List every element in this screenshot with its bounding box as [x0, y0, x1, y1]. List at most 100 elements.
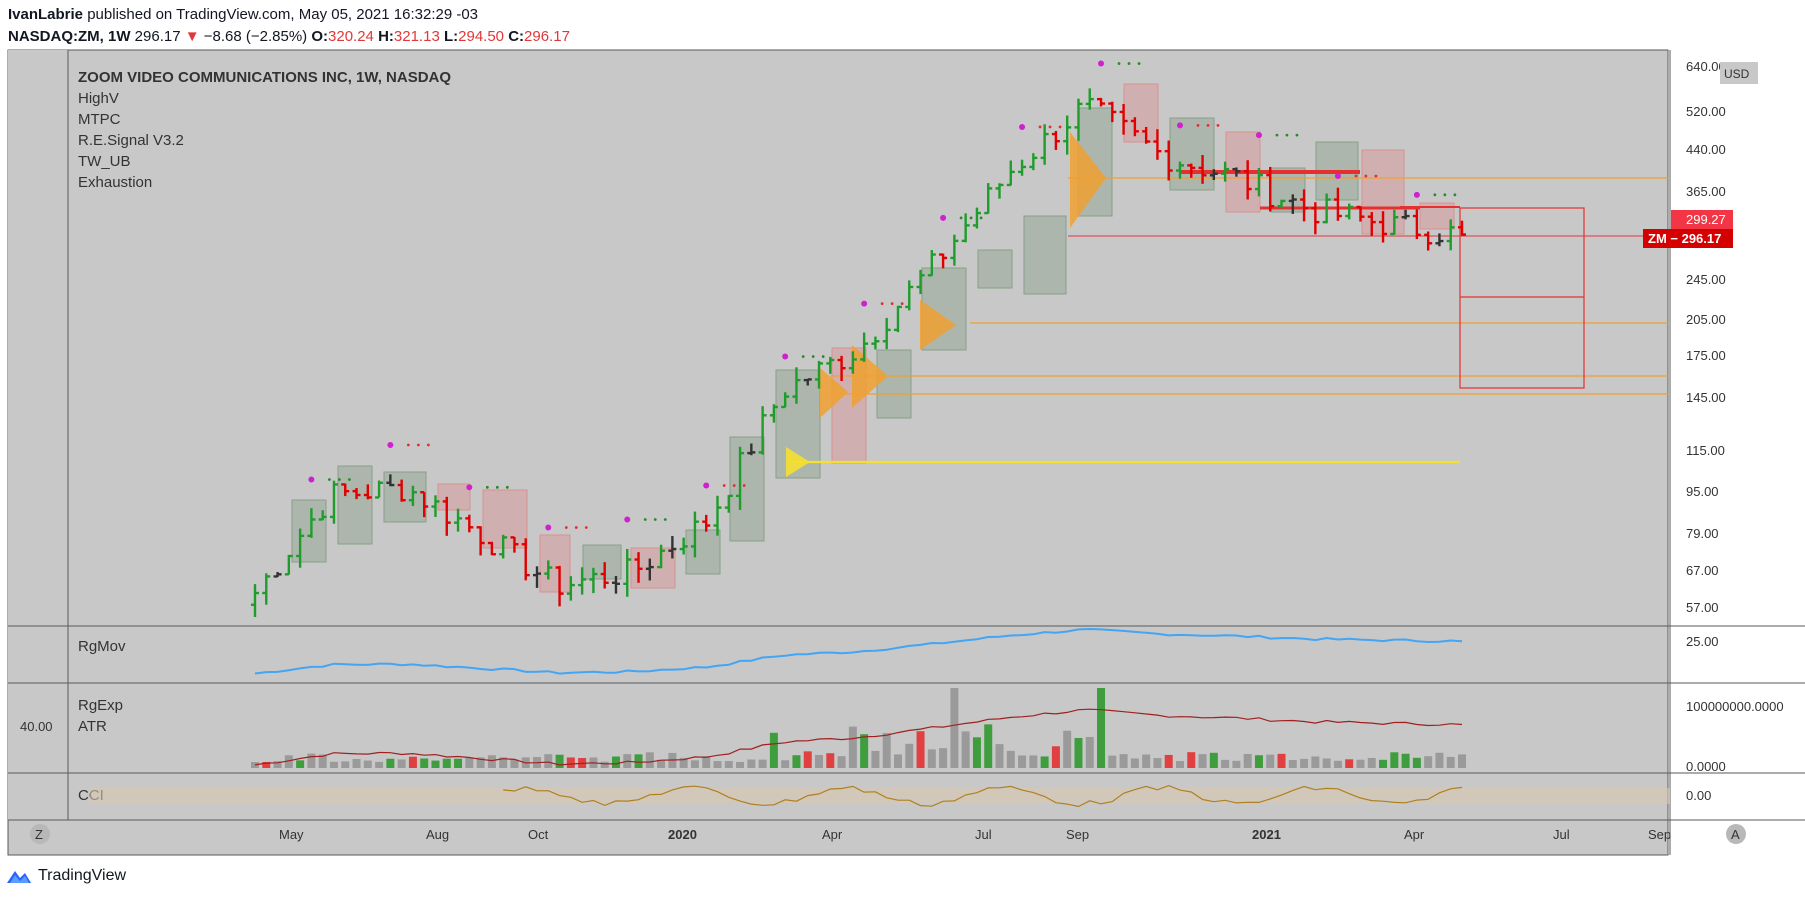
triangle-mark: [852, 345, 888, 408]
price-bar: [420, 491, 429, 518]
price-bar: [1345, 203, 1354, 220]
published-text: published on TradingView.com, May 05, 20…: [87, 6, 479, 23]
volume-bar: [1300, 758, 1309, 768]
volume-bar: [420, 758, 429, 768]
volume-bar: [690, 760, 699, 768]
price-bar: [499, 534, 508, 559]
tradingview-branding[interactable]: TradingView: [6, 864, 126, 888]
volume-bar: [1412, 757, 1421, 768]
author-name[interactable]: IvanLabrie: [8, 6, 84, 23]
price-bar: [487, 541, 496, 556]
price-bar: [600, 562, 609, 589]
price-bar: [1424, 231, 1433, 251]
pane-label-rgexp[interactable]: RgExp: [78, 697, 123, 714]
zoom-button-label[interactable]: Z: [35, 827, 43, 842]
price-bar: [634, 552, 643, 583]
pane-label-rgmov[interactable]: RgMov: [78, 638, 126, 655]
signal-dot: [861, 300, 868, 307]
volume-bar: [1401, 753, 1410, 768]
signal-trail: [959, 216, 963, 220]
price-bar: [1097, 97, 1106, 107]
price-bar: [848, 351, 857, 374]
volume-bar: [1277, 753, 1286, 768]
zone-rect: [482, 489, 528, 549]
price-tick: 79.00: [1686, 526, 1719, 541]
volume-bar: [566, 757, 575, 768]
volume-bar: [803, 751, 812, 768]
auto-scale-label[interactable]: A: [1731, 827, 1740, 842]
signal-trail: [584, 526, 588, 529]
volume-bar: [1254, 755, 1263, 768]
signal-trail: [1443, 193, 1447, 197]
volume-bar: [702, 756, 711, 768]
price-bar: [792, 367, 801, 404]
volume-bar: [611, 756, 620, 768]
volume-bar: [984, 724, 993, 768]
zone-rect: [1123, 83, 1159, 143]
volume-bar: [341, 761, 350, 768]
price-bar: [1164, 140, 1173, 181]
volume-bar: [634, 754, 643, 768]
volume-bar: [848, 726, 857, 768]
volume-bar: [442, 758, 451, 768]
volume-bar: [1288, 759, 1297, 768]
price-bar: [251, 584, 259, 618]
legend-indicator-twub[interactable]: TW_UB: [78, 153, 131, 170]
volume-bar: [296, 760, 305, 768]
price-bar: [1254, 168, 1263, 197]
volume-bar: [1142, 754, 1151, 768]
signal-trail: [1206, 123, 1210, 127]
zone-rect: [437, 483, 471, 511]
signal-trail: [1364, 174, 1368, 178]
pane-label-atr[interactable]: ATR: [78, 718, 107, 735]
brand-name: TradingView: [38, 867, 127, 884]
rgexp-tick-top: 100000000.0000: [1686, 699, 1784, 714]
volume-bar: [1311, 756, 1320, 768]
zone-rect: [1270, 167, 1306, 213]
signal-trail: [663, 518, 667, 521]
volume-bar: [792, 755, 801, 768]
rgmov-line: [254, 627, 1463, 675]
cci-band: [90, 788, 1670, 804]
high-label: H:: [378, 28, 394, 45]
price-bar: [1311, 202, 1320, 235]
zone-rect: [337, 465, 373, 545]
legend-indicator-exhaustion[interactable]: Exhaustion: [78, 174, 152, 191]
signal-dot: [387, 442, 394, 449]
price-tick: 640.00: [1686, 59, 1726, 74]
zoom-button[interactable]: [30, 824, 50, 844]
rgexp-left-value: 40.00: [20, 719, 53, 734]
price-bar: [307, 508, 316, 538]
price-bar: [939, 253, 948, 269]
zone-rect: [685, 529, 721, 575]
price-tick: 145.00: [1686, 390, 1726, 405]
price-bar: [352, 487, 361, 500]
currency-box[interactable]: [1720, 62, 1758, 84]
volume-bar: [262, 761, 271, 768]
volume-bar: [837, 756, 846, 768]
badge-prev: 299.27: [1686, 212, 1726, 227]
volume-bar: [871, 750, 880, 768]
auto-scale-button[interactable]: [1726, 824, 1746, 844]
price-bar: [1401, 209, 1410, 220]
time-axis[interactable]: May Aug Oct 2020 Apr Jul Sep 2021 Apr Ju…: [279, 827, 1671, 842]
price-bar: [375, 480, 384, 499]
volume-bar: [1322, 758, 1331, 768]
volume-bar: [1175, 761, 1184, 768]
signal-trail: [406, 443, 410, 447]
legend-indicator-highv[interactable]: HighV: [78, 90, 119, 107]
legend-indicator-resignal[interactable]: R.E.Signal V3.2: [78, 132, 184, 149]
legend-indicator-mtpc[interactable]: MTPC: [78, 111, 121, 128]
projection-box[interactable]: [1459, 207, 1585, 389]
volume-bar: [1119, 754, 1128, 768]
price-axis[interactable]: 640.00 520.00 440.00 365.00 245.00 205.0…: [1643, 59, 1758, 615]
volume-bar: [544, 754, 553, 768]
signal-trail: [1453, 193, 1457, 197]
volume-bar: [1435, 752, 1444, 768]
signal-trail: [574, 526, 578, 529]
time-label: Oct: [528, 827, 549, 842]
zone-rect: [876, 349, 912, 419]
currency-label[interactable]: USD: [1724, 67, 1750, 81]
price-bar: [521, 538, 530, 581]
